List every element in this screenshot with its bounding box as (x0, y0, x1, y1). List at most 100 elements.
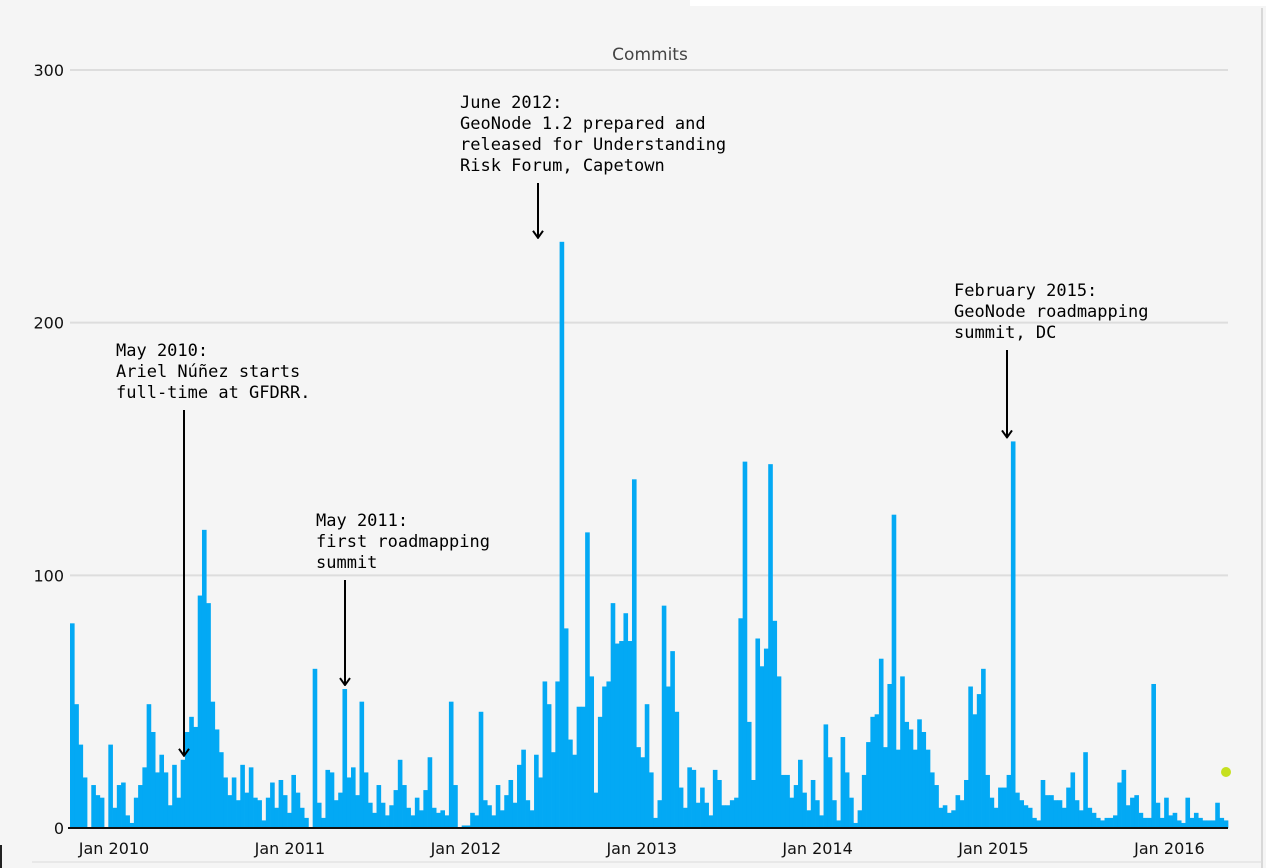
bar[interactable] (849, 797, 854, 828)
bar[interactable] (840, 737, 846, 828)
bar[interactable] (866, 742, 871, 828)
bar[interactable] (810, 779, 816, 828)
bar[interactable] (1147, 817, 1152, 828)
bar[interactable] (444, 815, 450, 828)
bar[interactable] (789, 797, 795, 828)
bar[interactable] (529, 810, 535, 828)
bar[interactable] (593, 792, 599, 828)
bar[interactable] (742, 461, 748, 828)
bar[interactable] (602, 686, 607, 828)
bar[interactable] (346, 777, 352, 828)
bar[interactable] (385, 815, 390, 828)
bar[interactable] (402, 785, 407, 828)
bar[interactable] (640, 757, 646, 828)
bar[interactable] (746, 721, 752, 828)
bar[interactable] (878, 658, 884, 828)
bar[interactable] (167, 805, 173, 828)
bar[interactable] (184, 731, 190, 828)
bar[interactable] (955, 795, 961, 828)
bar[interactable] (874, 714, 880, 828)
bar[interactable] (350, 767, 356, 828)
bar[interactable] (1138, 812, 1144, 828)
bar[interactable] (1210, 820, 1216, 828)
bar[interactable] (585, 532, 590, 828)
bar[interactable] (419, 810, 424, 828)
bar[interactable] (414, 797, 420, 828)
bar[interactable] (1044, 795, 1050, 828)
bar[interactable] (580, 706, 586, 828)
bar[interactable] (1185, 797, 1191, 828)
data-point-marker[interactable] (1221, 767, 1231, 777)
bar[interactable] (619, 641, 624, 828)
bar[interactable] (257, 800, 262, 828)
bar[interactable] (1193, 812, 1199, 828)
bar[interactable] (1087, 807, 1093, 828)
bar[interactable] (1206, 820, 1212, 828)
bar[interactable] (559, 241, 565, 828)
bar[interactable] (440, 810, 445, 828)
bar[interactable] (568, 739, 573, 828)
bar[interactable] (95, 795, 101, 828)
bar[interactable] (606, 681, 612, 828)
bar[interactable] (521, 749, 526, 828)
bar[interactable] (678, 787, 684, 828)
bar[interactable] (1219, 817, 1225, 828)
bar[interactable] (1151, 683, 1156, 828)
bar[interactable] (1015, 792, 1020, 828)
bar[interactable] (904, 721, 910, 828)
bar[interactable] (146, 704, 152, 828)
bar[interactable] (857, 810, 863, 828)
bar[interactable] (947, 812, 952, 828)
bar[interactable] (1066, 787, 1071, 828)
bar[interactable] (951, 810, 956, 828)
bar[interactable] (431, 807, 437, 828)
bar[interactable] (993, 807, 999, 828)
bar[interactable] (189, 716, 194, 828)
bar[interactable] (729, 800, 735, 828)
bar[interactable] (423, 790, 428, 828)
bar[interactable] (917, 719, 922, 828)
bar[interactable] (538, 777, 543, 828)
bar[interactable] (176, 797, 182, 828)
bar[interactable] (448, 701, 454, 828)
bar[interactable] (1130, 797, 1135, 828)
bar[interactable] (1070, 772, 1076, 828)
bar[interactable] (499, 810, 505, 828)
bar[interactable] (806, 810, 812, 828)
bar[interactable] (504, 795, 509, 828)
bar[interactable] (785, 774, 790, 828)
bar[interactable] (1176, 820, 1182, 828)
bar[interactable] (197, 595, 203, 828)
bar[interactable] (708, 815, 714, 828)
bar[interactable] (976, 694, 982, 828)
bar[interactable] (555, 681, 560, 828)
bar[interactable] (1057, 800, 1063, 828)
bar[interactable] (1164, 797, 1169, 828)
bar[interactable] (755, 638, 761, 829)
bar[interactable] (1002, 787, 1007, 828)
bar[interactable] (572, 754, 577, 828)
bar[interactable] (363, 772, 369, 828)
bar[interactable] (321, 817, 326, 828)
bar[interactable] (1006, 774, 1012, 828)
bar[interactable] (1181, 822, 1186, 828)
bar[interactable] (282, 795, 288, 828)
bar[interactable] (108, 744, 113, 828)
bar[interactable] (1049, 795, 1054, 828)
bar[interactable] (159, 754, 165, 828)
bar[interactable] (1010, 441, 1016, 828)
bar[interactable] (1113, 815, 1118, 828)
bar[interactable] (883, 747, 888, 828)
bar[interactable] (78, 744, 84, 828)
bar[interactable] (891, 514, 897, 828)
bar[interactable] (525, 800, 531, 828)
bar[interactable] (989, 797, 995, 828)
bar[interactable] (142, 767, 147, 828)
bar[interactable] (236, 800, 241, 828)
bar[interactable] (674, 711, 680, 828)
bar[interactable] (223, 777, 228, 828)
bar[interactable] (193, 726, 199, 828)
bar[interactable] (985, 774, 990, 828)
bar[interactable] (1117, 782, 1122, 828)
bar[interactable] (1215, 802, 1220, 828)
